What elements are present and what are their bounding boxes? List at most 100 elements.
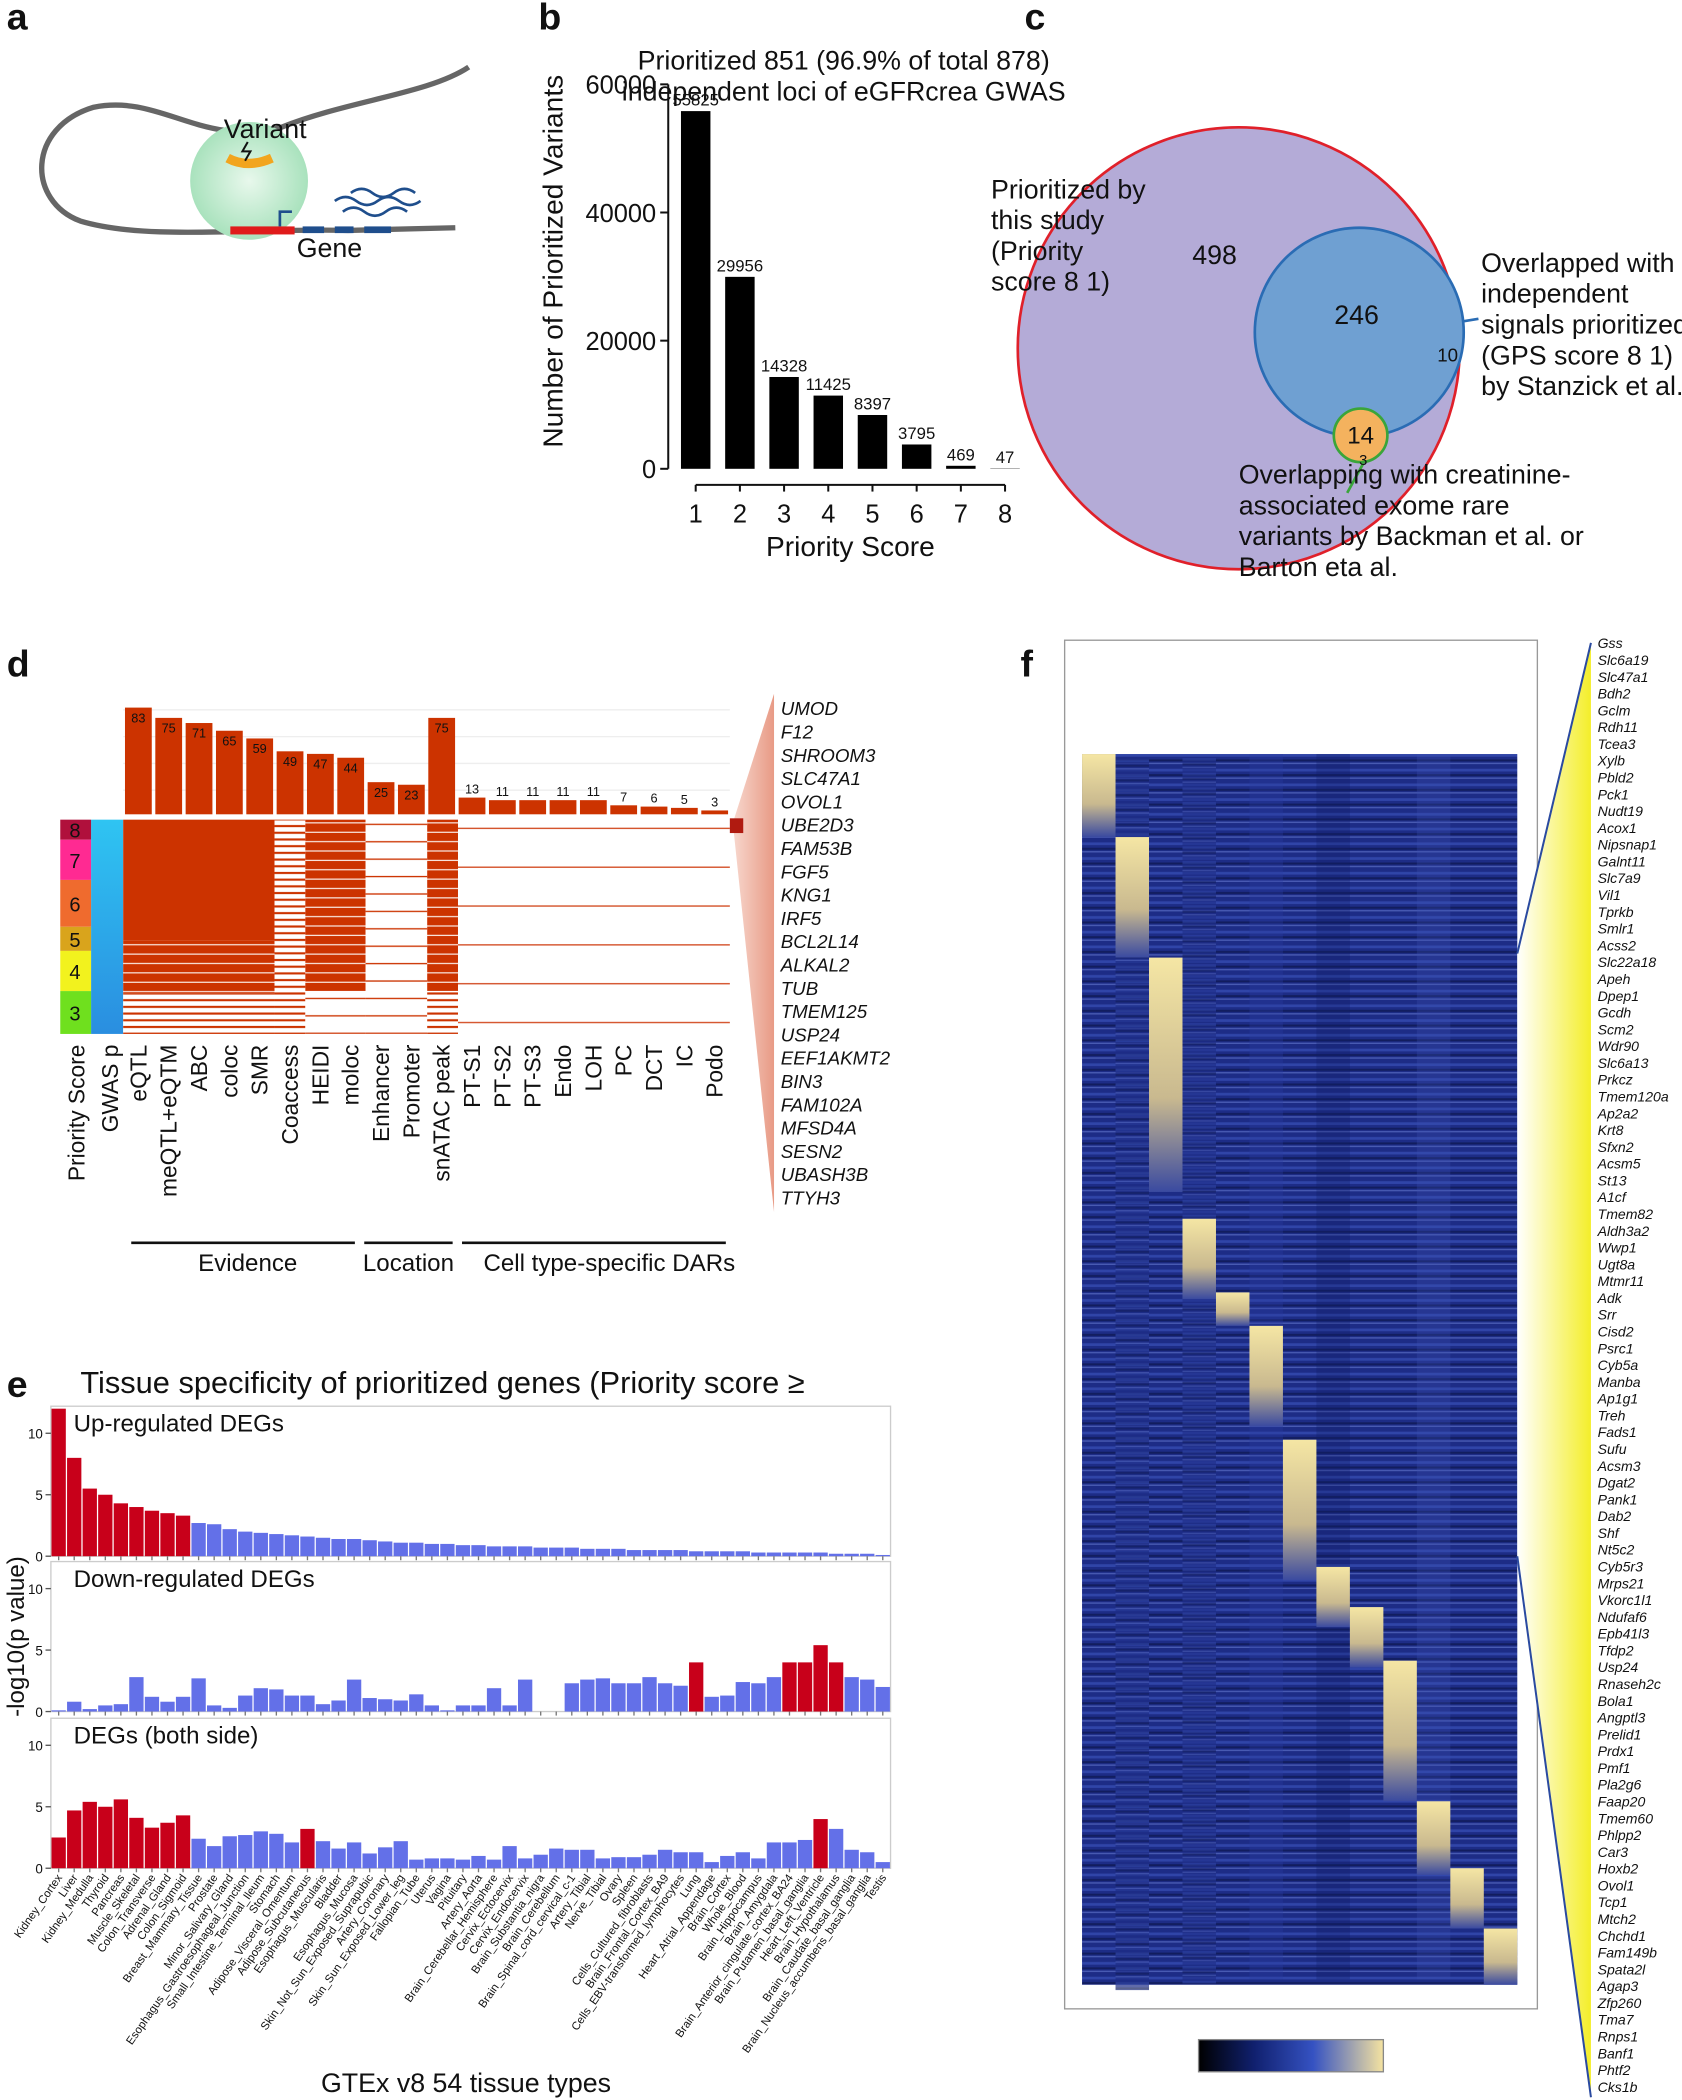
bar [238, 1695, 253, 1712]
bar [502, 1546, 517, 1557]
gene-label: SLC47A1 [781, 768, 861, 789]
gene-label: UBASH3B [781, 1164, 868, 1185]
priority-strip [60, 819, 92, 840]
gene-label: BIN3 [781, 1071, 823, 1092]
bar [720, 1695, 735, 1712]
bar [378, 1541, 393, 1557]
bar [595, 1858, 611, 1869]
bar [766, 1552, 782, 1557]
bar [246, 738, 274, 815]
bar [129, 1507, 144, 1557]
gene-label: Hoxb2 [1598, 1861, 1639, 1877]
gene-label: Cyb5a [1598, 1357, 1639, 1373]
value-label: 49 [283, 754, 297, 769]
y-axis-title: Number of Prioritized Variants [537, 75, 568, 448]
bar [580, 1679, 595, 1712]
frame [50, 1405, 892, 1557]
bar [689, 1551, 704, 1557]
y-tick-label: 10 [28, 1427, 43, 1442]
bar [424, 1858, 439, 1869]
bar [458, 797, 486, 815]
heat-block [1416, 1801, 1451, 1875]
bar [424, 1705, 439, 1712]
gene-label: Gclm [1598, 702, 1631, 718]
bar [144, 1827, 160, 1869]
panel-letter: e [7, 1363, 28, 1405]
bar [215, 730, 243, 815]
bar [378, 1699, 393, 1712]
bar [751, 1858, 766, 1869]
gene-label: Tmem60 [1598, 1810, 1654, 1826]
bar [813, 1819, 828, 1869]
bar [751, 1683, 766, 1712]
bar [579, 800, 607, 815]
bar [640, 806, 668, 815]
bar [98, 1494, 113, 1557]
heat-block [305, 819, 366, 992]
bar [238, 1835, 253, 1869]
value-label: 7 [620, 789, 627, 804]
bar [875, 1862, 890, 1869]
x-axis-title: Priority Score [766, 531, 935, 562]
bolt [240, 141, 253, 162]
bar [409, 1694, 424, 1712]
bar [67, 1701, 82, 1712]
gene-label: Bola1 [1598, 1693, 1634, 1709]
y-tick-label: 60000 [585, 72, 656, 100]
bar [471, 1855, 486, 1869]
exon [302, 226, 325, 234]
bar [813, 395, 844, 469]
gene-label: Vil1 [1598, 887, 1621, 903]
venn-title: independent loci of eGFRcrea GWAS [622, 77, 1066, 107]
y-tick-label: 5 [35, 1488, 42, 1503]
gene-label: Cisd2 [1598, 1323, 1634, 1339]
priority-level: 7 [69, 851, 80, 873]
gene-label: Gss [1598, 635, 1623, 651]
heat-block [1383, 1660, 1417, 1802]
gene-label: SHROOM3 [781, 745, 876, 766]
gene-fan [1517, 642, 1591, 2098]
bar [191, 1523, 206, 1557]
bar [346, 1679, 362, 1712]
gene-label: Wwp1 [1598, 1240, 1637, 1256]
gene-label: Slc6a19 [1598, 652, 1649, 668]
bar [701, 810, 729, 815]
bar [813, 1645, 828, 1712]
priority-strip [60, 879, 92, 927]
bar [124, 707, 152, 815]
bar [362, 1540, 377, 1557]
gene-label: Slc47a1 [1598, 669, 1649, 685]
value-label: 14328 [761, 357, 808, 376]
bar [306, 753, 334, 815]
bar [51, 1408, 66, 1557]
gene-label: Rdh11 [1598, 719, 1638, 735]
bar [160, 1822, 175, 1869]
priority-level: 3 [69, 1004, 80, 1026]
venn-title: Prioritized 851 (96.9% of total 878) [638, 46, 1050, 76]
gene-label: Tma7 [1598, 2012, 1635, 2028]
gene-label: TUB [781, 978, 818, 999]
bar [160, 1701, 175, 1712]
venn-label: this study [991, 205, 1105, 235]
gene-label: Prelid1 [1598, 1726, 1642, 1742]
bar [315, 1704, 331, 1712]
gene-label: Ovol1 [1598, 1877, 1635, 1893]
gene-label: SESN2 [781, 1141, 843, 1162]
bar [238, 1531, 253, 1557]
gene-fan [733, 693, 775, 1213]
bar [595, 1548, 611, 1557]
bar [129, 1817, 144, 1869]
venn-label: Overlapped with [1481, 248, 1674, 278]
bar [828, 1828, 844, 1869]
venn-count: 10 [1437, 345, 1458, 366]
gene-label: Smlr1 [1598, 921, 1635, 937]
bar [300, 1828, 315, 1869]
bar [269, 1833, 284, 1869]
bar [626, 1683, 642, 1712]
gene-label: Rnaseh2c [1598, 1676, 1661, 1692]
bar [440, 1858, 455, 1869]
bar [720, 1551, 735, 1557]
bar [611, 1857, 626, 1869]
column-label: PT-S2 [489, 1045, 515, 1108]
gene-label: Phlpp2 [1598, 1827, 1642, 1843]
